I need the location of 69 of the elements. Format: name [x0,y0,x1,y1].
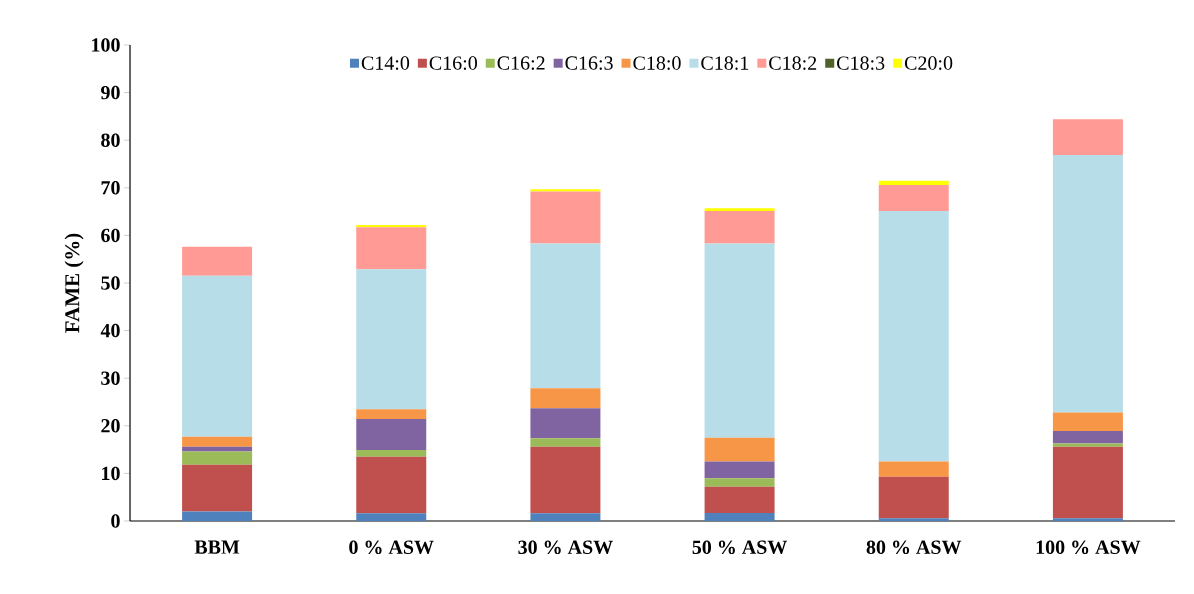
bar [530,388,601,409]
y-tick-label: 40 [100,323,120,338]
bar [530,189,601,192]
bar [530,438,601,447]
bar [182,464,253,512]
bar [878,476,949,519]
bar [1052,412,1123,432]
bar [530,243,601,389]
y-tick-label: 90 [101,85,120,100]
y-tick-label: 100 [92,38,120,52]
bar [356,227,427,270]
bar [704,478,775,487]
legend-label: C18:2 [769,56,817,70]
bar [356,419,427,451]
bar [182,511,253,521]
x-tick-label: 30 % ASW [518,540,613,555]
x-tick-label: 0 % ASW [349,540,434,555]
x-tick-label: 50 % ASW [692,540,788,555]
bar [356,269,427,410]
bar [182,275,253,437]
legend-label: C14:0 [361,56,410,70]
bar [182,246,253,276]
x-tick-label: 100 % ASW [1036,540,1141,555]
bar [878,211,949,462]
bar [1052,518,1123,521]
y-tick-label: 30 [101,371,120,385]
bar [356,409,427,420]
bar [530,513,601,521]
bar [1052,443,1123,447]
legend-label: C20:0 [904,56,953,70]
bar [704,461,775,479]
bar [1052,446,1123,519]
bar [704,208,775,212]
legend-label: C18:3 [837,56,885,70]
bar [704,211,775,244]
bar [182,451,253,465]
bar [530,408,601,439]
y-tick-label: 60 [101,228,120,243]
legend-label: C18:1 [701,56,749,70]
bar [704,437,775,462]
bar [1052,154,1123,413]
bar [530,446,601,514]
y-tick-label: 50 [101,276,120,290]
bar [704,486,775,513]
legend-label: C16:3 [565,56,613,70]
y-tick-label: 10 [102,466,120,481]
bar [704,243,775,438]
y-tick-label: 20 [101,419,120,433]
y-axis-title: FAME (%) [64,233,84,333]
legend-label: C16:2 [497,56,545,70]
y-tick-label: 70 [101,181,120,195]
bar [704,512,775,521]
legend-label: C18:0 [633,56,681,70]
bar [1052,431,1123,444]
x-tick-label: BBM [194,540,240,554]
x-tick-label: 80 % ASW [866,540,962,555]
bar [878,184,949,212]
bar [878,461,949,477]
bar [530,191,601,244]
bar [356,450,427,457]
bar [182,436,253,447]
y-tick-label: 0 [111,514,120,528]
bar [356,456,427,514]
y-tick-label: 80 [101,133,120,147]
bar [878,518,949,521]
bar [878,180,949,185]
bar [356,513,427,521]
bar [1052,119,1123,155]
legend-label: C16:0 [429,56,477,70]
